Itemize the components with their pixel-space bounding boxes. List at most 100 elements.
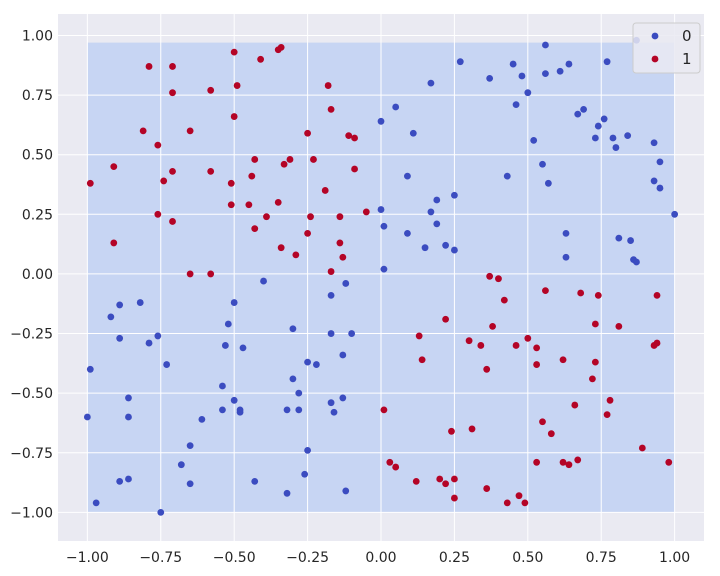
point-class-1 (345, 132, 353, 140)
point-class-0 (145, 339, 153, 347)
point-class-0 (562, 229, 570, 237)
point-class-1 (207, 167, 215, 175)
legend-label-1: 1 (682, 50, 692, 68)
point-class-0 (633, 258, 640, 266)
point-class-0 (330, 408, 338, 416)
point-class-0 (627, 237, 634, 244)
point-class-1 (442, 480, 449, 488)
point-class-0 (671, 210, 679, 218)
point-class-1 (86, 179, 94, 187)
point-class-1 (577, 289, 585, 297)
point-class-0 (421, 244, 429, 252)
point-class-0 (219, 382, 226, 390)
point-class-1 (483, 365, 491, 373)
point-class-1 (227, 201, 235, 209)
point-class-0 (486, 74, 494, 82)
point-class-1 (154, 210, 162, 218)
point-class-0 (154, 332, 162, 340)
point-class-1 (653, 339, 661, 347)
point-class-0 (542, 41, 549, 49)
x-tick-label: −0.50 (213, 550, 256, 566)
point-class-0 (125, 413, 132, 421)
point-class-0 (327, 330, 335, 337)
point-class-1 (574, 456, 582, 464)
point-class-1 (665, 458, 673, 466)
x-tick-label: 0.50 (512, 550, 543, 566)
point-class-0 (427, 208, 435, 216)
grid-lines (58, 14, 704, 541)
point-class-1 (251, 156, 259, 163)
point-class-0 (313, 361, 320, 368)
x-tick-label: 0.00 (365, 550, 396, 566)
point-class-1 (160, 177, 168, 185)
point-class-0 (295, 389, 303, 397)
point-class-0 (509, 60, 517, 68)
legend: 01 (632, 22, 701, 74)
point-class-1 (336, 239, 344, 247)
point-class-1 (286, 156, 294, 163)
point-class-0 (380, 265, 388, 273)
point-class-1 (139, 127, 147, 135)
point-class-0 (304, 358, 311, 366)
y-tick-label: −0.25 (10, 327, 53, 343)
point-class-0 (624, 132, 632, 140)
point-class-0 (427, 79, 435, 87)
legend-marker-0 (651, 32, 659, 40)
x-axis-ticks: −1.00 −0.75 −0.50 −0.25 0.00 0.25 0.50 0.75 1.00 (66, 550, 690, 566)
point-class-1 (351, 165, 358, 173)
point-class-1 (248, 172, 256, 180)
x-tick-label: 0.75 (586, 550, 617, 566)
point-class-0 (612, 144, 620, 151)
point-class-0 (650, 177, 658, 185)
point-class-0 (289, 325, 297, 333)
point-class-0 (230, 299, 238, 306)
point-class-1 (110, 163, 118, 171)
point-class-0 (107, 313, 115, 321)
point-class-0 (562, 253, 570, 261)
x-tick-label: −1.00 (66, 550, 109, 566)
legend-box (632, 22, 701, 74)
point-class-1 (251, 225, 259, 233)
point-class-1 (292, 251, 300, 259)
point-class-0 (603, 58, 611, 66)
point-class-0 (377, 206, 385, 213)
point-class-0 (518, 72, 526, 80)
point-class-0 (348, 330, 356, 337)
point-class-1 (533, 458, 541, 466)
point-class-1 (233, 82, 241, 89)
point-class-0 (186, 480, 194, 488)
point-class-0 (116, 301, 124, 309)
point-class-1 (495, 275, 502, 283)
point-class-1 (351, 134, 358, 142)
point-class-1 (500, 296, 508, 304)
point-class-1 (169, 63, 176, 70)
point-class-1 (339, 253, 347, 261)
point-class-1 (559, 356, 567, 364)
point-class-1 (594, 291, 602, 299)
point-class-0 (339, 394, 347, 402)
y-tick-label: 0.00 (22, 267, 53, 283)
point-class-1 (327, 268, 335, 275)
point-class-0 (92, 499, 100, 507)
point-class-0 (342, 280, 350, 287)
point-class-0 (283, 406, 291, 414)
point-class-1 (533, 344, 541, 352)
point-class-1 (110, 239, 118, 247)
point-class-0 (409, 129, 417, 137)
point-class-0 (580, 105, 588, 113)
legend-marker-1 (651, 55, 659, 63)
point-class-0 (339, 351, 347, 359)
point-class-1 (489, 322, 496, 330)
point-class-1 (380, 406, 388, 414)
point-class-1 (571, 401, 579, 409)
point-class-0 (594, 122, 602, 130)
point-class-1 (436, 475, 444, 483)
point-class-1 (415, 332, 423, 340)
point-class-0 (186, 442, 194, 450)
point-class-1 (503, 499, 511, 507)
point-class-0 (289, 375, 297, 383)
point-class-0 (591, 134, 599, 142)
point-class-0 (380, 222, 388, 230)
point-class-0 (260, 277, 267, 285)
point-class-0 (404, 229, 411, 237)
